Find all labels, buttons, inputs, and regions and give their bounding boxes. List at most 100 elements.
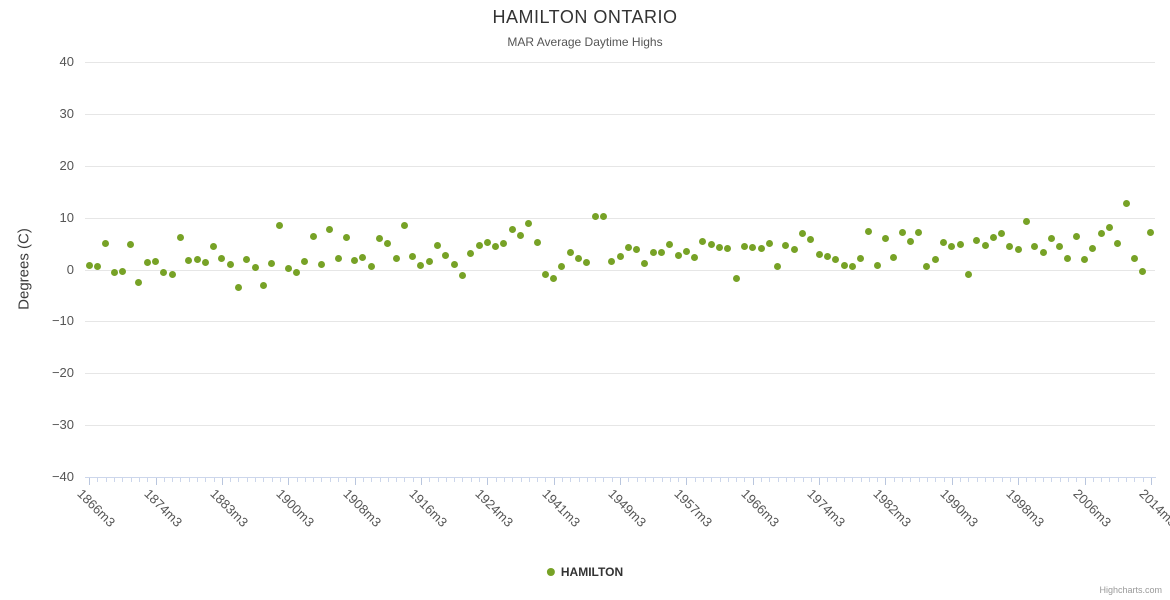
data-point[interactable] bbox=[409, 253, 417, 260]
data-point[interactable] bbox=[417, 262, 425, 270]
data-point[interactable] bbox=[948, 242, 956, 250]
data-point[interactable] bbox=[525, 219, 533, 227]
data-point[interactable] bbox=[1122, 200, 1130, 208]
data-point[interactable] bbox=[782, 241, 790, 249]
data-point[interactable] bbox=[326, 226, 334, 234]
data-point[interactable] bbox=[218, 254, 226, 262]
data-point[interactable] bbox=[234, 284, 242, 292]
data-point[interactable] bbox=[881, 234, 889, 242]
data-point[interactable] bbox=[624, 243, 632, 251]
data-point[interactable] bbox=[1064, 254, 1072, 262]
data-point[interactable] bbox=[118, 267, 126, 275]
data-point[interactable] bbox=[666, 241, 674, 249]
data-point[interactable] bbox=[1130, 255, 1138, 263]
data-point[interactable] bbox=[1047, 235, 1055, 243]
data-point[interactable] bbox=[176, 234, 184, 242]
data-point[interactable] bbox=[898, 228, 906, 236]
data-point[interactable] bbox=[135, 279, 143, 286]
data-point[interactable] bbox=[674, 252, 682, 259]
data-point[interactable] bbox=[964, 271, 972, 279]
data-point[interactable] bbox=[143, 259, 151, 267]
data-point[interactable] bbox=[425, 258, 433, 266]
data-point[interactable] bbox=[724, 245, 732, 253]
data-point[interactable] bbox=[110, 269, 118, 277]
data-point[interactable] bbox=[492, 243, 500, 251]
data-point[interactable] bbox=[840, 261, 848, 269]
data-point[interactable] bbox=[351, 257, 359, 265]
data-point[interactable] bbox=[309, 232, 317, 240]
data-point[interactable] bbox=[807, 235, 815, 243]
data-point[interactable] bbox=[508, 226, 516, 234]
data-point[interactable] bbox=[906, 237, 914, 245]
data-point[interactable] bbox=[583, 258, 591, 266]
data-point[interactable] bbox=[608, 258, 616, 266]
data-point[interactable] bbox=[93, 263, 101, 271]
data-point[interactable] bbox=[243, 256, 251, 264]
data-point[interactable] bbox=[998, 229, 1006, 237]
data-point[interactable] bbox=[1114, 240, 1122, 248]
data-point[interactable] bbox=[276, 221, 284, 229]
data-point[interactable] bbox=[981, 242, 989, 250]
data-point[interactable] bbox=[1147, 229, 1155, 237]
data-point[interactable] bbox=[450, 261, 458, 269]
data-point[interactable] bbox=[541, 271, 549, 279]
data-point[interactable] bbox=[317, 261, 325, 269]
data-point[interactable] bbox=[740, 243, 748, 251]
data-point[interactable] bbox=[168, 270, 176, 278]
data-point[interactable] bbox=[301, 257, 309, 265]
data-point[interactable] bbox=[857, 254, 864, 262]
legend-item-hamilton[interactable]: HAMILTON bbox=[546, 565, 623, 579]
data-point[interactable] bbox=[550, 274, 558, 282]
data-point[interactable] bbox=[359, 253, 367, 261]
data-point[interactable] bbox=[475, 242, 483, 250]
data-point[interactable] bbox=[599, 213, 607, 221]
data-point[interactable] bbox=[890, 253, 898, 261]
data-point[interactable] bbox=[940, 239, 947, 246]
data-point[interactable] bbox=[160, 268, 168, 276]
data-point[interactable] bbox=[533, 238, 541, 246]
data-point[interactable] bbox=[384, 239, 392, 247]
data-point[interactable] bbox=[832, 256, 840, 264]
data-point[interactable] bbox=[334, 255, 342, 263]
data-point[interactable] bbox=[226, 260, 234, 268]
data-point[interactable] bbox=[193, 255, 201, 263]
data-point[interactable] bbox=[716, 243, 723, 251]
data-point[interactable] bbox=[293, 268, 300, 276]
data-point[interactable] bbox=[823, 253, 831, 260]
data-point[interactable] bbox=[558, 263, 566, 271]
data-point[interactable] bbox=[85, 262, 93, 270]
data-point[interactable] bbox=[848, 262, 856, 270]
data-point[interactable] bbox=[591, 212, 599, 220]
data-point[interactable] bbox=[342, 233, 350, 241]
data-point[interactable] bbox=[1089, 244, 1097, 252]
data-point[interactable] bbox=[400, 222, 408, 230]
data-point[interactable] bbox=[467, 249, 475, 257]
data-point[interactable] bbox=[1006, 242, 1014, 250]
data-point[interactable] bbox=[152, 257, 159, 265]
data-point[interactable] bbox=[442, 252, 450, 259]
data-point[interactable] bbox=[1039, 249, 1047, 257]
data-point[interactable] bbox=[915, 229, 923, 237]
data-point[interactable] bbox=[732, 275, 740, 283]
data-point[interactable] bbox=[483, 238, 491, 246]
data-point[interactable] bbox=[434, 241, 441, 249]
data-point[interactable] bbox=[658, 249, 665, 257]
data-point[interactable] bbox=[989, 233, 997, 241]
data-point[interactable] bbox=[815, 251, 823, 258]
data-point[interactable] bbox=[1031, 243, 1039, 251]
data-point[interactable] bbox=[1056, 243, 1064, 251]
data-point[interactable] bbox=[1022, 217, 1030, 225]
data-point[interactable] bbox=[873, 261, 881, 269]
data-point[interactable] bbox=[1072, 233, 1080, 241]
data-point[interactable] bbox=[757, 245, 765, 253]
data-point[interactable] bbox=[1139, 267, 1147, 275]
data-point[interactable] bbox=[1014, 246, 1022, 254]
data-point[interactable] bbox=[1105, 224, 1113, 231]
data-point[interactable] bbox=[259, 281, 267, 289]
data-point[interactable] bbox=[458, 272, 466, 280]
data-point[interactable] bbox=[1081, 255, 1088, 263]
data-point[interactable] bbox=[633, 245, 641, 253]
data-point[interactable] bbox=[127, 240, 135, 248]
data-point[interactable] bbox=[1097, 230, 1105, 238]
data-point[interactable] bbox=[682, 247, 690, 255]
